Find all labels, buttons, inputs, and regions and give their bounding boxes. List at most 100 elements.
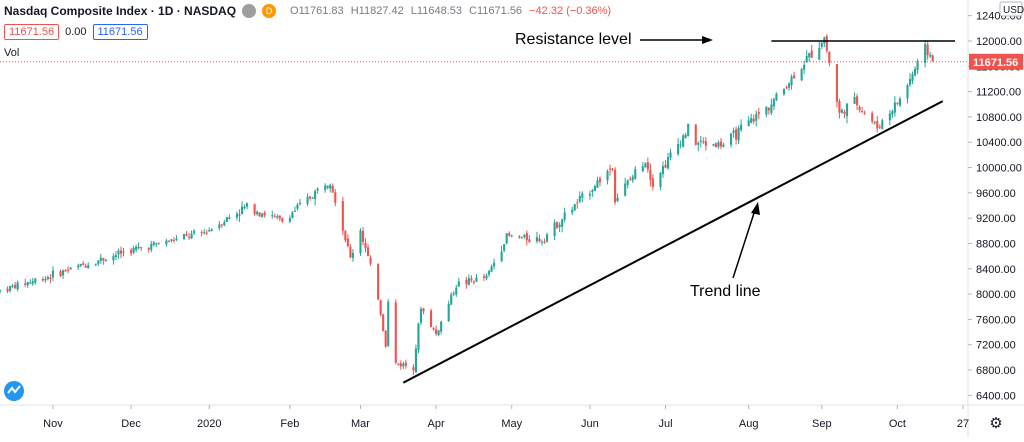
candle-body bbox=[379, 300, 382, 315]
candle-body bbox=[765, 106, 768, 115]
candle-body bbox=[271, 215, 274, 217]
candle-body bbox=[314, 190, 317, 200]
dividend-badge-icon[interactable]: D bbox=[262, 4, 277, 18]
candle-body bbox=[261, 213, 264, 218]
candle-body bbox=[845, 103, 849, 117]
candle-body bbox=[818, 47, 821, 60]
sell-price-box[interactable]: 11671.56 bbox=[4, 24, 60, 40]
x-tick-label: Nov bbox=[43, 418, 63, 430]
candle-body bbox=[596, 180, 599, 188]
trend-arrow-head-icon bbox=[751, 202, 760, 215]
candle-body bbox=[31, 281, 34, 284]
price-boxes: 11671.56 0.00 11671.56 bbox=[4, 24, 148, 40]
candle-body bbox=[563, 212, 566, 220]
candle-body bbox=[505, 233, 508, 244]
candle-body bbox=[614, 169, 617, 203]
candle-body bbox=[29, 282, 32, 284]
x-tick-label: Jul bbox=[658, 418, 672, 430]
candle-body bbox=[243, 206, 246, 209]
candle-body bbox=[298, 202, 302, 204]
symbol-title[interactable]: Nasdaq Composite Index · 1D · NASDAQ bbox=[4, 4, 237, 18]
candle-body bbox=[775, 93, 778, 101]
candle-body bbox=[873, 122, 876, 124]
candle-body bbox=[11, 285, 14, 287]
candle-body bbox=[152, 242, 155, 245]
candle-body bbox=[714, 143, 717, 148]
candle-body bbox=[553, 222, 556, 236]
candle-body bbox=[135, 246, 138, 250]
candle-body bbox=[172, 239, 175, 241]
candle-body bbox=[770, 104, 773, 113]
candle-body bbox=[69, 267, 72, 270]
candle-body bbox=[369, 257, 372, 264]
candle-body bbox=[699, 140, 702, 142]
settings-gear-icon[interactable]: ⚙ bbox=[989, 415, 1002, 432]
candle-body bbox=[891, 111, 894, 115]
candle-body bbox=[593, 186, 596, 191]
candle-body bbox=[871, 113, 874, 122]
candle-body bbox=[752, 118, 755, 122]
candle-body bbox=[346, 238, 349, 247]
candle-body bbox=[377, 264, 380, 300]
buy-price-box[interactable]: 11671.56 bbox=[92, 24, 148, 40]
currency-box bbox=[999, 1, 1023, 17]
candle-body bbox=[77, 265, 80, 268]
candle-body bbox=[210, 229, 213, 232]
candle-body bbox=[140, 247, 143, 249]
candle-body bbox=[573, 203, 576, 211]
indicator-badge-icon[interactable] bbox=[242, 4, 257, 18]
y-tick-label: 10800.00 bbox=[976, 112, 1022, 124]
candle-body bbox=[835, 64, 838, 102]
candle-body bbox=[205, 232, 208, 234]
candle-body bbox=[475, 277, 478, 282]
candle-body bbox=[122, 251, 125, 253]
candle-body bbox=[881, 120, 884, 129]
y-tick-label: 7600.00 bbox=[976, 314, 1016, 326]
candle-body bbox=[576, 202, 579, 204]
spread-value: 0.00 bbox=[65, 26, 87, 38]
candle-body bbox=[203, 232, 206, 234]
candle-body bbox=[629, 178, 632, 180]
candle-body bbox=[591, 190, 594, 193]
candle-body bbox=[924, 43, 927, 63]
candle-body bbox=[188, 236, 191, 238]
candle-body bbox=[112, 255, 115, 261]
x-tick-label: Dec bbox=[121, 418, 141, 430]
candle-body bbox=[503, 244, 506, 251]
candle-body bbox=[0, 290, 2, 292]
candle-body bbox=[523, 234, 526, 238]
candle-body bbox=[447, 303, 450, 322]
candle-body bbox=[220, 224, 223, 226]
chart-header: Nasdaq Composite Index · 1D · NASDAQ D O… bbox=[4, 2, 611, 20]
last-price-label: 11671.56 bbox=[973, 57, 1018, 69]
candle-body bbox=[82, 263, 85, 265]
candle-body bbox=[331, 186, 334, 193]
candle-body bbox=[412, 367, 415, 371]
resistance-annotation: Resistance level bbox=[515, 31, 632, 48]
candle-body bbox=[694, 124, 697, 145]
candle-body bbox=[402, 363, 405, 367]
candle-body bbox=[914, 68, 917, 76]
candle-body bbox=[316, 188, 319, 191]
x-tick-label: Oct bbox=[889, 418, 906, 430]
candle-body bbox=[150, 243, 153, 251]
candle-body bbox=[785, 87, 788, 89]
candle-body bbox=[263, 212, 266, 216]
candle-body bbox=[455, 287, 458, 295]
candle-body bbox=[876, 120, 879, 129]
low-value: L11648.53 bbox=[410, 5, 462, 17]
candle-body bbox=[288, 218, 291, 222]
x-tick-label: Apr bbox=[428, 418, 445, 430]
candle-body bbox=[87, 265, 90, 269]
x-tick-label: Aug bbox=[739, 418, 759, 430]
candle-body bbox=[440, 321, 443, 332]
candle-body bbox=[528, 239, 531, 243]
candle-body bbox=[631, 176, 634, 181]
candle-body bbox=[225, 217, 228, 222]
volume-label[interactable]: Vol bbox=[4, 47, 20, 59]
candle-body bbox=[878, 126, 881, 128]
candle-body bbox=[64, 270, 67, 272]
candle-body bbox=[644, 163, 647, 168]
y-tick-label: 10000.00 bbox=[976, 163, 1022, 175]
